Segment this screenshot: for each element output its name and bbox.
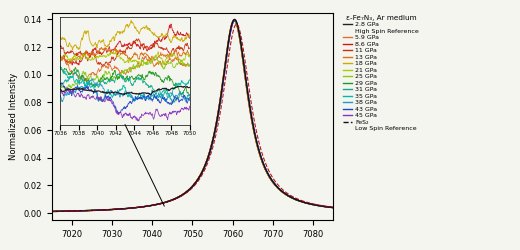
Legend: 2.8 GPa, High Spin Reference, 5.9 GPa, 8.6 GPa, 11 GPa, 13 GPa, 18 GPa, 21 GPa, : 2.8 GPa, High Spin Reference, 5.9 GPa, 8…: [342, 14, 420, 132]
Y-axis label: Normalized Intensity: Normalized Intensity: [9, 72, 18, 160]
